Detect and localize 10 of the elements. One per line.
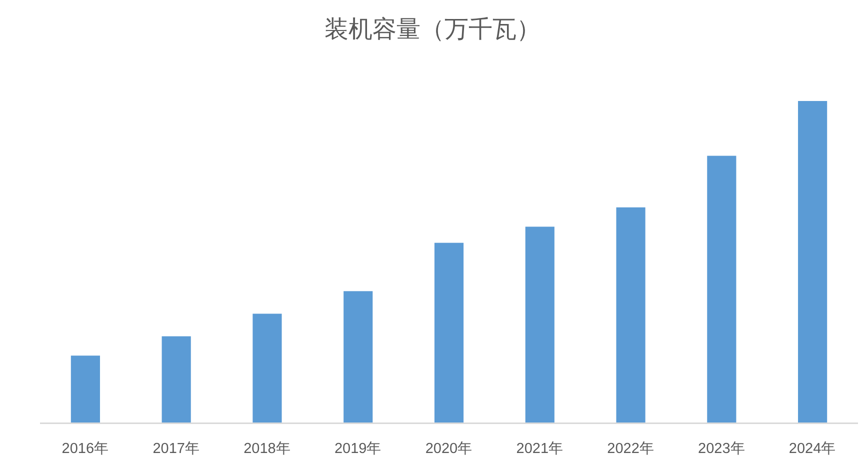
x-tick-label: 2019年 bbox=[334, 440, 382, 457]
x-tick-label: 2021年 bbox=[516, 440, 564, 457]
x-tick-label: 2024年 bbox=[788, 440, 836, 457]
x-tick-label: 2020年 bbox=[425, 440, 473, 457]
chart-title: 装机容量（万千瓦） bbox=[324, 16, 540, 43]
x-tick-label: 2018年 bbox=[244, 440, 291, 457]
x-tick-label: 2023年 bbox=[698, 440, 746, 457]
x-tick-label: 2022年 bbox=[607, 440, 654, 457]
x-tick-label: 2016年 bbox=[62, 440, 110, 457]
x-tick-label: 2017年 bbox=[152, 440, 200, 457]
